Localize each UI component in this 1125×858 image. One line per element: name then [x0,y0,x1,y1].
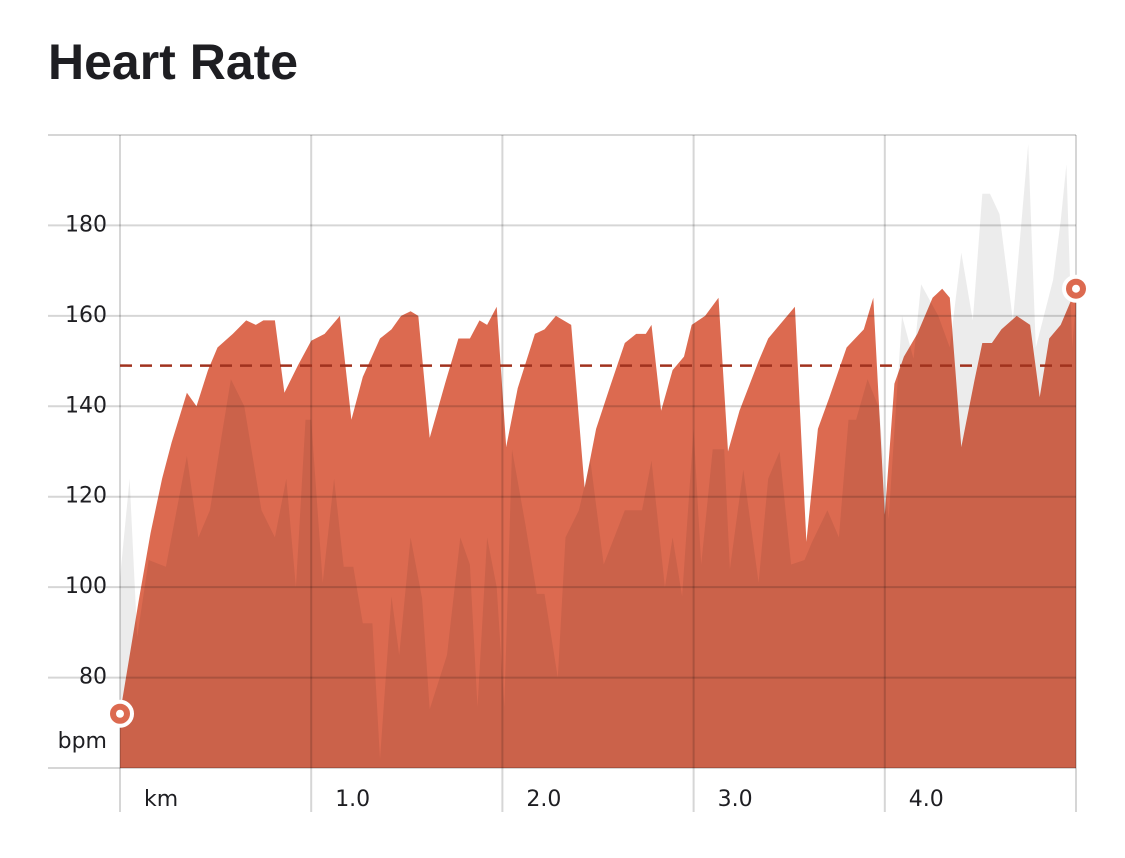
x-tick-label: km [144,787,178,812]
area [120,288,1076,768]
chart-title: Heart Rate [48,34,298,90]
y-tick-label: bpm [58,729,107,754]
y-tick-label: 160 [65,303,107,328]
y-tick-label: 180 [65,212,107,237]
x-tick-label: 3.0 [718,787,753,812]
x-tick-label: 4.0 [909,787,944,812]
y-tick-label: 120 [65,484,107,509]
y-tick-label: 100 [65,574,107,599]
end-marker-dot [1072,284,1080,293]
area [120,144,1076,768]
y-tick-label: 140 [65,393,107,418]
x-tick-label: 1.0 [335,787,370,812]
y-tick-label: 80 [79,665,107,690]
end-marker-dot [116,709,124,718]
x-tick-label: 2.0 [526,787,561,812]
